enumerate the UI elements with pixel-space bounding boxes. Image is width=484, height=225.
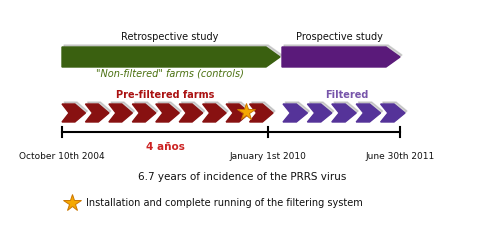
Text: 6.7 years of incidence of the PRRS virus: 6.7 years of incidence of the PRRS virus bbox=[138, 172, 346, 182]
Polygon shape bbox=[282, 47, 400, 67]
Polygon shape bbox=[86, 104, 109, 122]
Polygon shape bbox=[283, 104, 307, 122]
Polygon shape bbox=[111, 102, 135, 120]
Text: Pre-filtered farms: Pre-filtered farms bbox=[116, 90, 214, 100]
Text: Retrospective study: Retrospective study bbox=[121, 32, 219, 42]
Text: June 30th 2011: June 30th 2011 bbox=[365, 152, 435, 161]
Polygon shape bbox=[252, 102, 275, 120]
Polygon shape bbox=[356, 104, 380, 122]
Polygon shape bbox=[382, 102, 407, 120]
Polygon shape bbox=[62, 104, 86, 122]
Polygon shape bbox=[132, 104, 156, 122]
Text: Filtered: Filtered bbox=[325, 90, 368, 100]
Polygon shape bbox=[228, 102, 252, 120]
Polygon shape bbox=[64, 45, 282, 65]
Polygon shape bbox=[62, 47, 280, 67]
Polygon shape bbox=[250, 104, 273, 122]
Polygon shape bbox=[284, 45, 402, 65]
Polygon shape bbox=[358, 102, 382, 120]
Polygon shape bbox=[334, 102, 358, 120]
Polygon shape bbox=[332, 104, 356, 122]
Polygon shape bbox=[205, 102, 228, 120]
Polygon shape bbox=[135, 102, 158, 120]
Text: Installation and complete running of the filtering system: Installation and complete running of the… bbox=[86, 198, 363, 208]
Polygon shape bbox=[203, 104, 226, 122]
Polygon shape bbox=[285, 102, 309, 120]
Polygon shape bbox=[64, 102, 88, 120]
Polygon shape bbox=[158, 102, 181, 120]
Polygon shape bbox=[309, 102, 334, 120]
Polygon shape bbox=[109, 104, 132, 122]
Polygon shape bbox=[181, 102, 205, 120]
Polygon shape bbox=[88, 102, 111, 120]
Polygon shape bbox=[380, 104, 405, 122]
Text: 4 años: 4 años bbox=[146, 142, 184, 152]
Polygon shape bbox=[156, 104, 179, 122]
Polygon shape bbox=[226, 104, 250, 122]
Polygon shape bbox=[307, 104, 332, 122]
Text: Prospective study: Prospective study bbox=[296, 32, 382, 42]
Text: "Non-filtered" farms (controls): "Non-filtered" farms (controls) bbox=[96, 69, 244, 79]
Text: October 10th 2004: October 10th 2004 bbox=[19, 152, 105, 161]
Text: January 1st 2010: January 1st 2010 bbox=[229, 152, 306, 161]
Polygon shape bbox=[179, 104, 203, 122]
